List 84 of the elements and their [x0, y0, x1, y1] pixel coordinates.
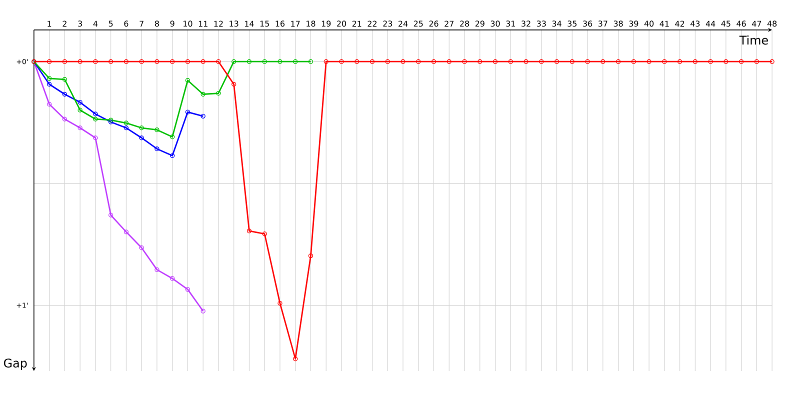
point [278, 300, 282, 306]
point [185, 59, 190, 64]
point [708, 59, 713, 64]
point [139, 136, 144, 140]
point [631, 59, 636, 64]
point [446, 59, 452, 64]
point [585, 59, 590, 64]
y-axis-title: Gap [4, 358, 27, 370]
x-axis-title: Time [739, 35, 768, 45]
point [200, 92, 206, 97]
point [524, 59, 528, 64]
point [185, 110, 190, 114]
point [108, 212, 114, 218]
point [62, 59, 68, 64]
point [400, 59, 406, 64]
point [170, 153, 175, 158]
point [93, 59, 98, 64]
point [78, 100, 82, 105]
point [293, 356, 298, 362]
point [646, 59, 652, 64]
point [124, 126, 129, 130]
point [108, 59, 114, 64]
point [339, 59, 344, 64]
point [185, 78, 190, 83]
point [431, 59, 436, 64]
point [216, 90, 221, 96]
point [62, 92, 68, 97]
point [124, 59, 129, 64]
point [324, 59, 328, 64]
point [154, 127, 160, 132]
point [616, 59, 621, 64]
point [754, 59, 760, 64]
point [200, 59, 206, 64]
point [170, 134, 175, 140]
point [262, 232, 267, 236]
point [124, 120, 129, 126]
point [600, 59, 606, 64]
point [139, 59, 144, 64]
point [662, 59, 667, 64]
point [370, 59, 375, 64]
point [262, 59, 267, 64]
point [278, 59, 282, 64]
point [492, 59, 498, 64]
point [724, 59, 728, 64]
point [46, 76, 52, 81]
point [246, 228, 252, 234]
point [62, 77, 68, 82]
point [554, 59, 560, 64]
point [185, 287, 190, 292]
point [232, 59, 236, 64]
point [677, 59, 682, 64]
point [462, 59, 467, 64]
point [416, 59, 421, 64]
point [139, 245, 144, 250]
point [154, 267, 160, 272]
point [154, 146, 160, 152]
point [170, 59, 175, 64]
point [246, 59, 252, 64]
point [170, 276, 175, 281]
point [478, 59, 482, 64]
point [738, 59, 744, 64]
point [692, 59, 698, 64]
point [78, 126, 82, 130]
point [78, 59, 82, 64]
point [62, 116, 68, 122]
point [46, 59, 52, 64]
point [93, 136, 98, 140]
point [139, 126, 144, 130]
point [293, 59, 298, 64]
point [570, 59, 574, 64]
point [385, 59, 390, 64]
point [124, 230, 129, 234]
point [216, 59, 221, 64]
point [154, 59, 160, 64]
point [539, 59, 544, 64]
point [46, 82, 52, 87]
point [93, 112, 98, 116]
point [232, 82, 236, 87]
point [354, 59, 360, 64]
point [93, 116, 98, 122]
point [508, 59, 513, 64]
point [78, 108, 82, 112]
point [308, 253, 314, 258]
point [46, 102, 52, 107]
